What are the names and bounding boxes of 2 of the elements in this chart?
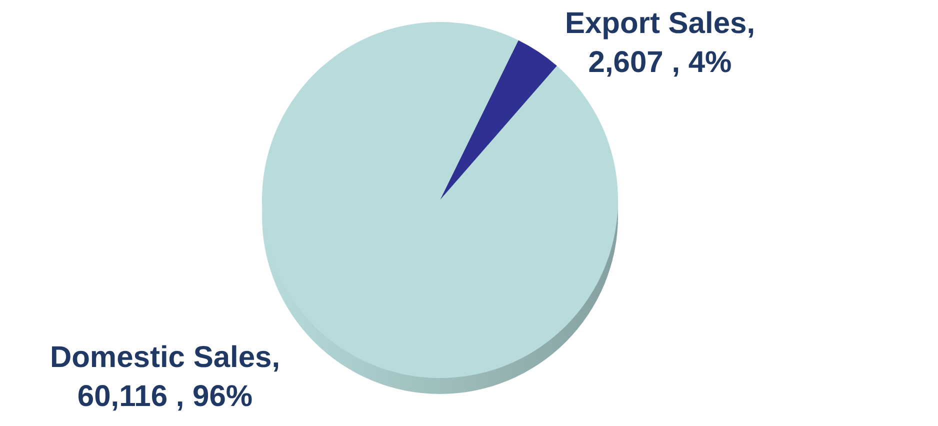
slice-label: Domestic Sales, 60,116 , 96% — [48, 340, 282, 415]
slice-label: Export Sales, 2,607 , 4% — [564, 6, 756, 81]
